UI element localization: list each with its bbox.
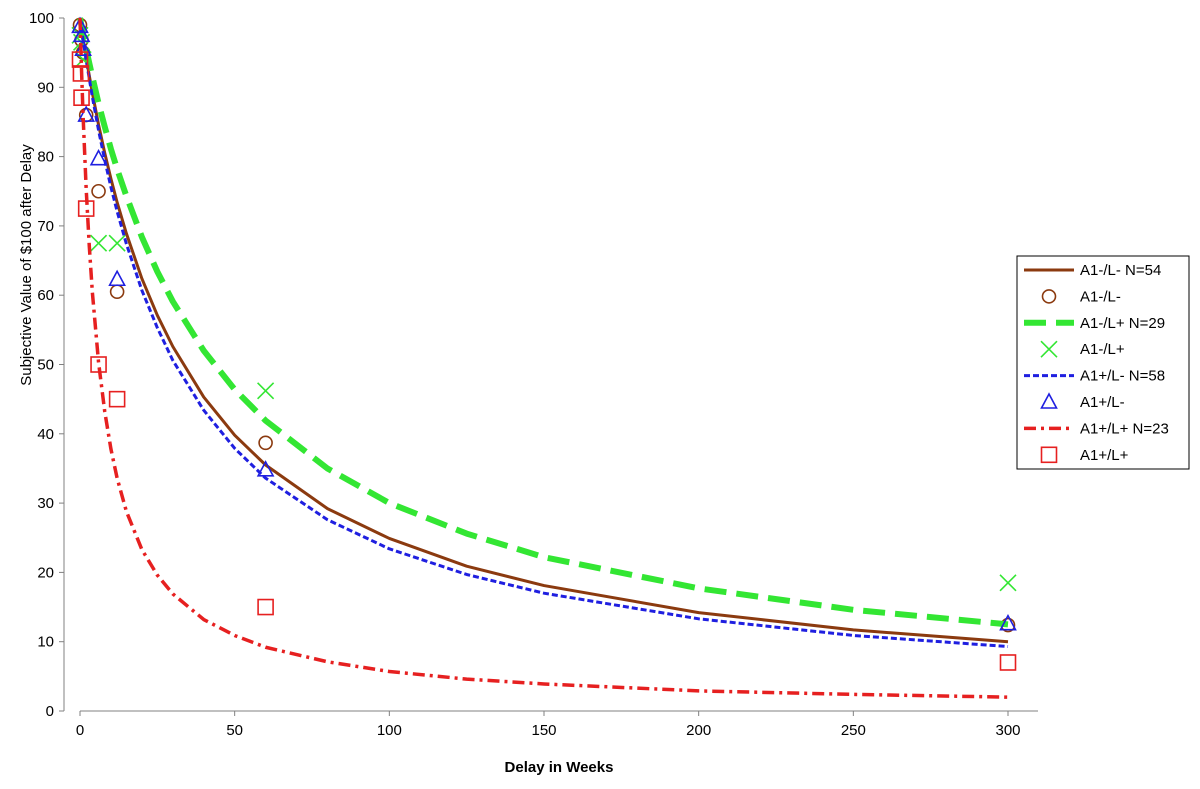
data-point (90, 356, 107, 373)
data-point (256, 460, 275, 477)
x-marker-stroke (257, 382, 275, 400)
y-tick-label: 0 (46, 703, 54, 720)
data-point (257, 598, 274, 616)
x-tick-label: 200 (686, 722, 711, 739)
data-point (72, 25, 91, 43)
series-layer (71, 16, 1017, 699)
legend: A1-/L- N=54 A1-/L- A1-/L+ N=29 A1-/L+ A1+/L-… (1016, 255, 1190, 470)
x-tick-label: 250 (841, 722, 866, 739)
x-marker-stroke (999, 574, 1017, 592)
legend-label: A1+/L+ N=23 (1080, 420, 1169, 437)
legend-item: A1+/L- (1040, 392, 1125, 411)
series-a1-l- (71, 16, 1017, 631)
data-point (77, 105, 96, 122)
data-point (258, 435, 273, 451)
data-point (77, 200, 95, 217)
data-point (109, 284, 125, 300)
y-tick-label: 90 (37, 79, 54, 96)
y-tick-label: 60 (37, 287, 54, 304)
legend-item: A1-/L- (1041, 288, 1121, 305)
data-point (108, 269, 126, 287)
series-a1-l- (72, 17, 1016, 633)
data-point (72, 65, 90, 82)
x-marker-stroke (74, 51, 92, 69)
legend-item: A1+/L+ N=23 (1024, 420, 1169, 437)
y-tick-label: 80 (37, 149, 54, 166)
x-axis-title: Delay in Weeks (505, 759, 614, 776)
legend-item: A1-/L+ N=29 (1024, 315, 1165, 332)
y-axis-title: Subjective Value of $100 after Delay (18, 144, 35, 386)
data-point (91, 183, 106, 199)
data-point (89, 148, 108, 166)
legend-item: A1-/L+ (1040, 340, 1125, 358)
data-point (108, 390, 126, 408)
x-marker-stroke (89, 234, 108, 252)
series-line (78, 17, 1009, 644)
series-line (78, 17, 1009, 699)
y-tick-label: 40 (37, 426, 54, 443)
x-tick-label: 100 (377, 722, 402, 739)
y-tick-label: 100 (29, 10, 54, 27)
y-tick-label: 20 (37, 564, 54, 581)
data-point (108, 234, 126, 252)
y-tick-label: 50 (37, 357, 54, 374)
x-tick-label: 50 (226, 722, 243, 739)
legend-swatch (1040, 446, 1058, 464)
axes: 0 50 100 150 200 250 300 0 10 20 30 40 50 60 70 80 90 100 (29, 10, 1038, 739)
y-tick-label: 70 (37, 218, 54, 235)
legend-swatch (1041, 289, 1057, 304)
legend-label: A1-/L+ N=29 (1080, 315, 1165, 332)
legend-label: A1+/L- N=58 (1080, 368, 1165, 385)
data-point (71, 51, 89, 68)
series-a1-l- (71, 51, 1017, 671)
x-marker-stroke (1040, 340, 1058, 358)
legend-item: A1-/L- N=54 (1024, 262, 1161, 279)
y-tick-label: 30 (37, 495, 54, 512)
series-a1-l-n-23 (78, 17, 1009, 699)
series-a1-l- (71, 26, 1017, 592)
legend-item: A1+/L+ (1040, 446, 1129, 464)
series-line (77, 17, 1009, 628)
x-tick-label: 0 (76, 722, 84, 739)
data-point (73, 89, 90, 106)
legend-label: A1-/L+ (1080, 341, 1125, 358)
legend-label: A1+/L+ (1080, 447, 1129, 464)
legend-swatch (1040, 392, 1058, 409)
legend-item: A1+/L- N=58 (1024, 368, 1165, 385)
data-point (71, 16, 89, 34)
data-point (89, 234, 108, 252)
legend-label: A1+/L- (1080, 394, 1125, 411)
y-tick-label: 10 (37, 634, 54, 651)
series-a1-l-n-29 (77, 17, 1009, 628)
legend-label: A1-/L- (1080, 288, 1121, 305)
x-tick-label: 300 (995, 722, 1020, 739)
x-marker-stroke (108, 234, 126, 252)
series-a1-l-n-54 (78, 17, 1009, 644)
data-point (999, 613, 1017, 631)
x-tick-label: 150 (531, 722, 556, 739)
legend-swatch (1040, 340, 1058, 358)
series-a1-l-n-58 (78, 17, 1009, 649)
data-point (999, 574, 1017, 592)
data-point (257, 382, 275, 400)
data-point (999, 654, 1017, 671)
legend-label: A1-/L- N=54 (1080, 262, 1161, 279)
series-line (78, 17, 1009, 649)
